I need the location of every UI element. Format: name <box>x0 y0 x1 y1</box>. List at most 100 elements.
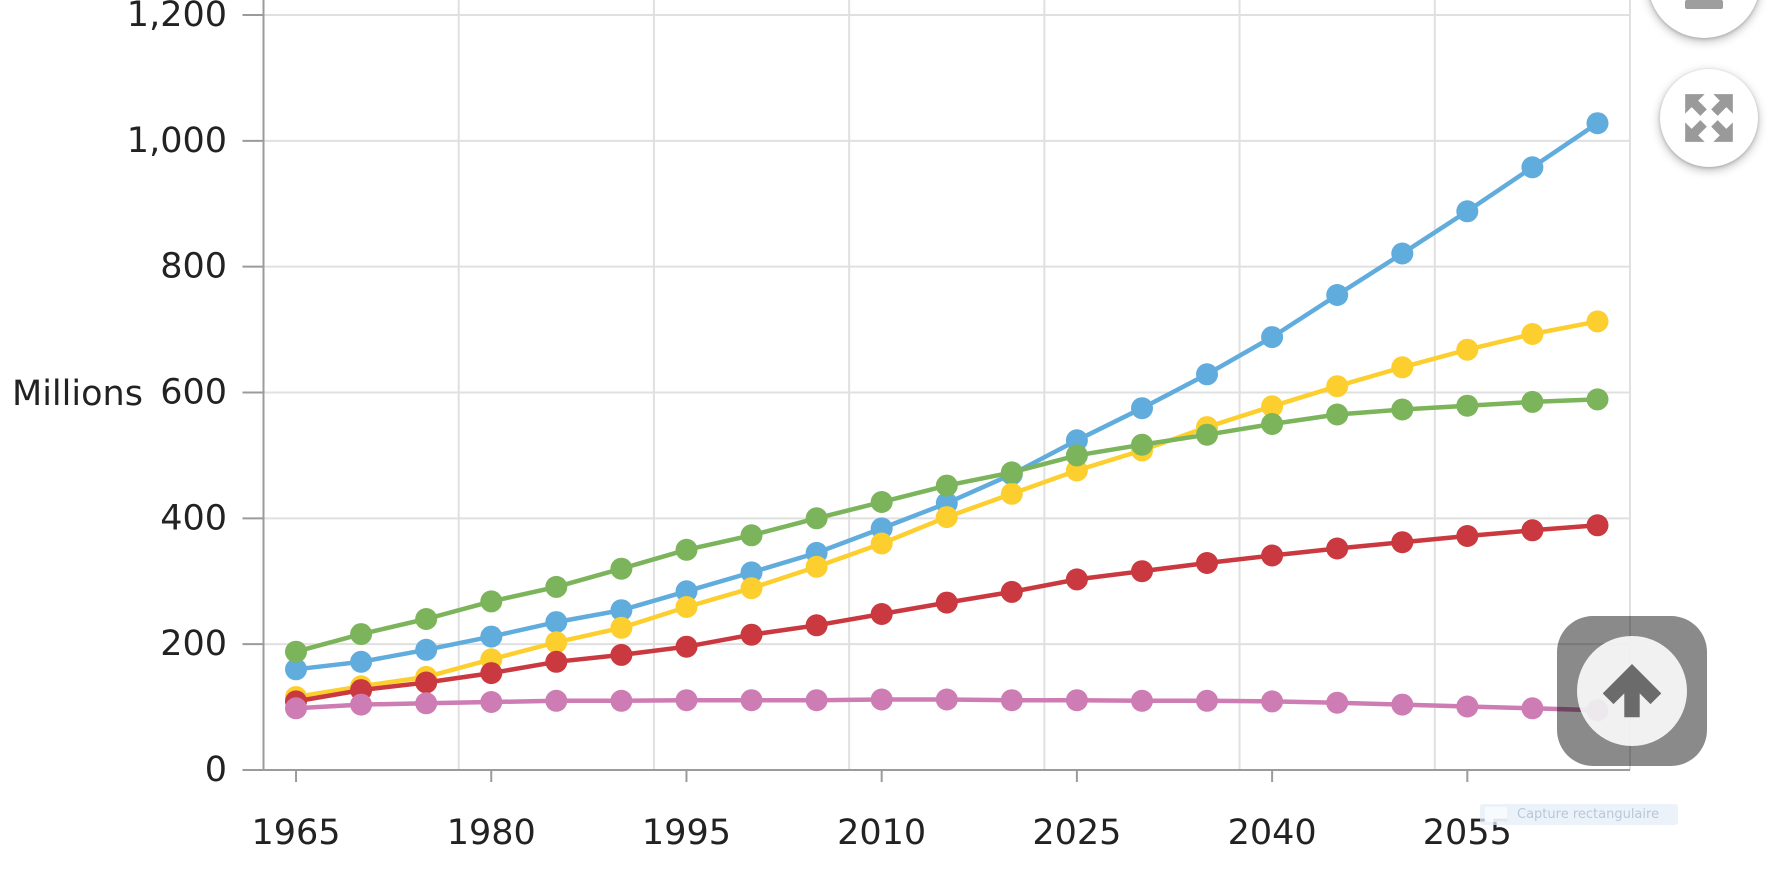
pink-series-marker[interactable] <box>805 689 828 712</box>
yellow-series-marker[interactable] <box>935 506 958 529</box>
blue-series-marker[interactable] <box>1196 363 1218 386</box>
blue-series-marker[interactable] <box>675 580 698 603</box>
pink-series-marker[interactable] <box>350 693 373 716</box>
blue-series-marker[interactable] <box>740 561 763 584</box>
blue-series-marker[interactable] <box>480 625 503 648</box>
pink-series-marker[interactable] <box>415 692 438 715</box>
pink-series-marker[interactable] <box>1391 693 1414 716</box>
red-series-marker[interactable] <box>1196 552 1218 574</box>
blue-series-marker[interactable] <box>1586 112 1609 135</box>
pink-series-marker[interactable] <box>675 689 698 712</box>
pink-series-marker[interactable] <box>870 688 893 711</box>
blue-series-marker[interactable] <box>1326 284 1349 306</box>
red-series-marker[interactable] <box>675 635 698 658</box>
yellow-series-marker[interactable] <box>1521 323 1544 345</box>
yellow-series-marker[interactable] <box>870 532 893 555</box>
red-series-marker[interactable] <box>1000 580 1023 603</box>
green-series-marker[interactable] <box>1196 423 1218 446</box>
pink-series-marker[interactable] <box>1456 695 1479 718</box>
red-series-marker[interactable] <box>1586 514 1609 537</box>
yellow-series-marker[interactable] <box>1261 395 1284 418</box>
pink-series-marker[interactable] <box>1131 689 1153 712</box>
pink-series-marker[interactable] <box>1261 690 1284 713</box>
blue-series-marker[interactable] <box>1456 200 1479 223</box>
green-series-marker[interactable] <box>1261 413 1284 435</box>
red-series-marker[interactable] <box>740 623 763 646</box>
green-series-marker[interactable] <box>285 640 307 663</box>
red-series-marker[interactable] <box>870 603 893 625</box>
red-series-marker[interactable] <box>545 650 568 673</box>
red-series-marker[interactable] <box>1131 560 1153 583</box>
red-series-marker[interactable] <box>1326 537 1349 560</box>
pink-series-marker[interactable] <box>285 697 307 720</box>
blue-series-marker[interactable] <box>350 650 373 673</box>
green-series-marker[interactable] <box>675 538 698 561</box>
red-series-marker[interactable] <box>1456 525 1479 547</box>
yellow-series-marker[interactable] <box>805 555 828 578</box>
pink-series-marker[interactable] <box>610 689 633 712</box>
red-series-marker[interactable] <box>610 643 633 666</box>
blue-series-marker[interactable] <box>1131 397 1153 420</box>
red-series-marker[interactable] <box>935 591 958 614</box>
red-series-marker[interactable] <box>805 614 828 637</box>
yellow-series-marker[interactable] <box>675 596 698 618</box>
pink-series-marker[interactable] <box>1196 689 1218 712</box>
green-series-marker[interactable] <box>1326 403 1349 426</box>
x-tick-label: 2025 <box>1032 813 1121 853</box>
yellow-series-marker[interactable] <box>1000 482 1023 505</box>
x-tick-label: 2040 <box>1228 813 1317 853</box>
green-series-marker[interactable] <box>935 474 958 497</box>
yellow-series-marker[interactable] <box>740 577 763 600</box>
pink-series-marker[interactable] <box>545 689 568 712</box>
y-tick-label: 1,200 <box>127 0 227 35</box>
red-series-marker[interactable] <box>1391 531 1414 554</box>
yellow-series-marker[interactable] <box>1586 310 1609 333</box>
green-series-marker[interactable] <box>545 575 568 598</box>
red-series-marker[interactable] <box>480 662 503 685</box>
yellow-series-marker[interactable] <box>1456 338 1479 361</box>
green-series-marker[interactable] <box>1586 388 1609 411</box>
pink-series-marker[interactable] <box>1000 689 1023 712</box>
pink-series-marker[interactable] <box>1065 689 1088 712</box>
blue-series-marker[interactable] <box>1391 242 1414 265</box>
blue-series-marker[interactable] <box>415 638 438 661</box>
capture-label: Capture rectangulaire <box>1517 807 1660 822</box>
blue-series-marker[interactable] <box>610 599 633 622</box>
scroll-to-top-button[interactable] <box>1557 616 1707 766</box>
blue-series-marker[interactable] <box>1521 156 1544 179</box>
green-series-marker[interactable] <box>610 557 633 580</box>
pink-series-marker[interactable] <box>740 689 763 712</box>
green-series-marker[interactable] <box>740 524 763 547</box>
green-series-marker[interactable] <box>1456 394 1479 417</box>
red-series-marker[interactable] <box>1261 544 1284 567</box>
gridlines <box>263 0 1631 771</box>
pink-series-marker[interactable] <box>1326 691 1349 714</box>
expand-button[interactable] <box>1660 69 1758 167</box>
green-series-marker[interactable] <box>1391 398 1414 421</box>
pink-series-marker[interactable] <box>480 691 503 713</box>
green-series-marker[interactable] <box>350 623 373 646</box>
red-series-marker[interactable] <box>1065 568 1088 591</box>
blue-series-marker[interactable] <box>870 517 893 540</box>
pink-series-marker[interactable] <box>935 688 958 711</box>
red-series-marker[interactable] <box>415 671 438 694</box>
green-series-marker[interactable] <box>415 608 438 630</box>
yellow-series-marker[interactable] <box>1065 459 1088 482</box>
green-series-marker[interactable] <box>805 507 828 530</box>
pink-series-marker[interactable] <box>1521 697 1544 720</box>
red-series-marker[interactable] <box>1521 519 1544 542</box>
blue-series-marker[interactable] <box>1065 429 1088 452</box>
blue-series-marker[interactable] <box>285 658 307 681</box>
blue-series-marker[interactable] <box>545 611 568 634</box>
green-series-marker[interactable] <box>1065 444 1088 467</box>
yellow-series-marker[interactable] <box>610 616 633 639</box>
green-series-marker[interactable] <box>1521 390 1544 413</box>
blue-series-marker[interactable] <box>1261 326 1284 349</box>
green-series-marker[interactable] <box>870 491 893 513</box>
yellow-series-marker[interactable] <box>545 631 568 654</box>
green-series-marker[interactable] <box>1131 433 1153 456</box>
yellow-series-marker[interactable] <box>1326 375 1349 398</box>
green-series-marker[interactable] <box>480 590 503 613</box>
green-series-marker[interactable] <box>1000 461 1023 484</box>
yellow-series-marker[interactable] <box>1391 356 1414 379</box>
